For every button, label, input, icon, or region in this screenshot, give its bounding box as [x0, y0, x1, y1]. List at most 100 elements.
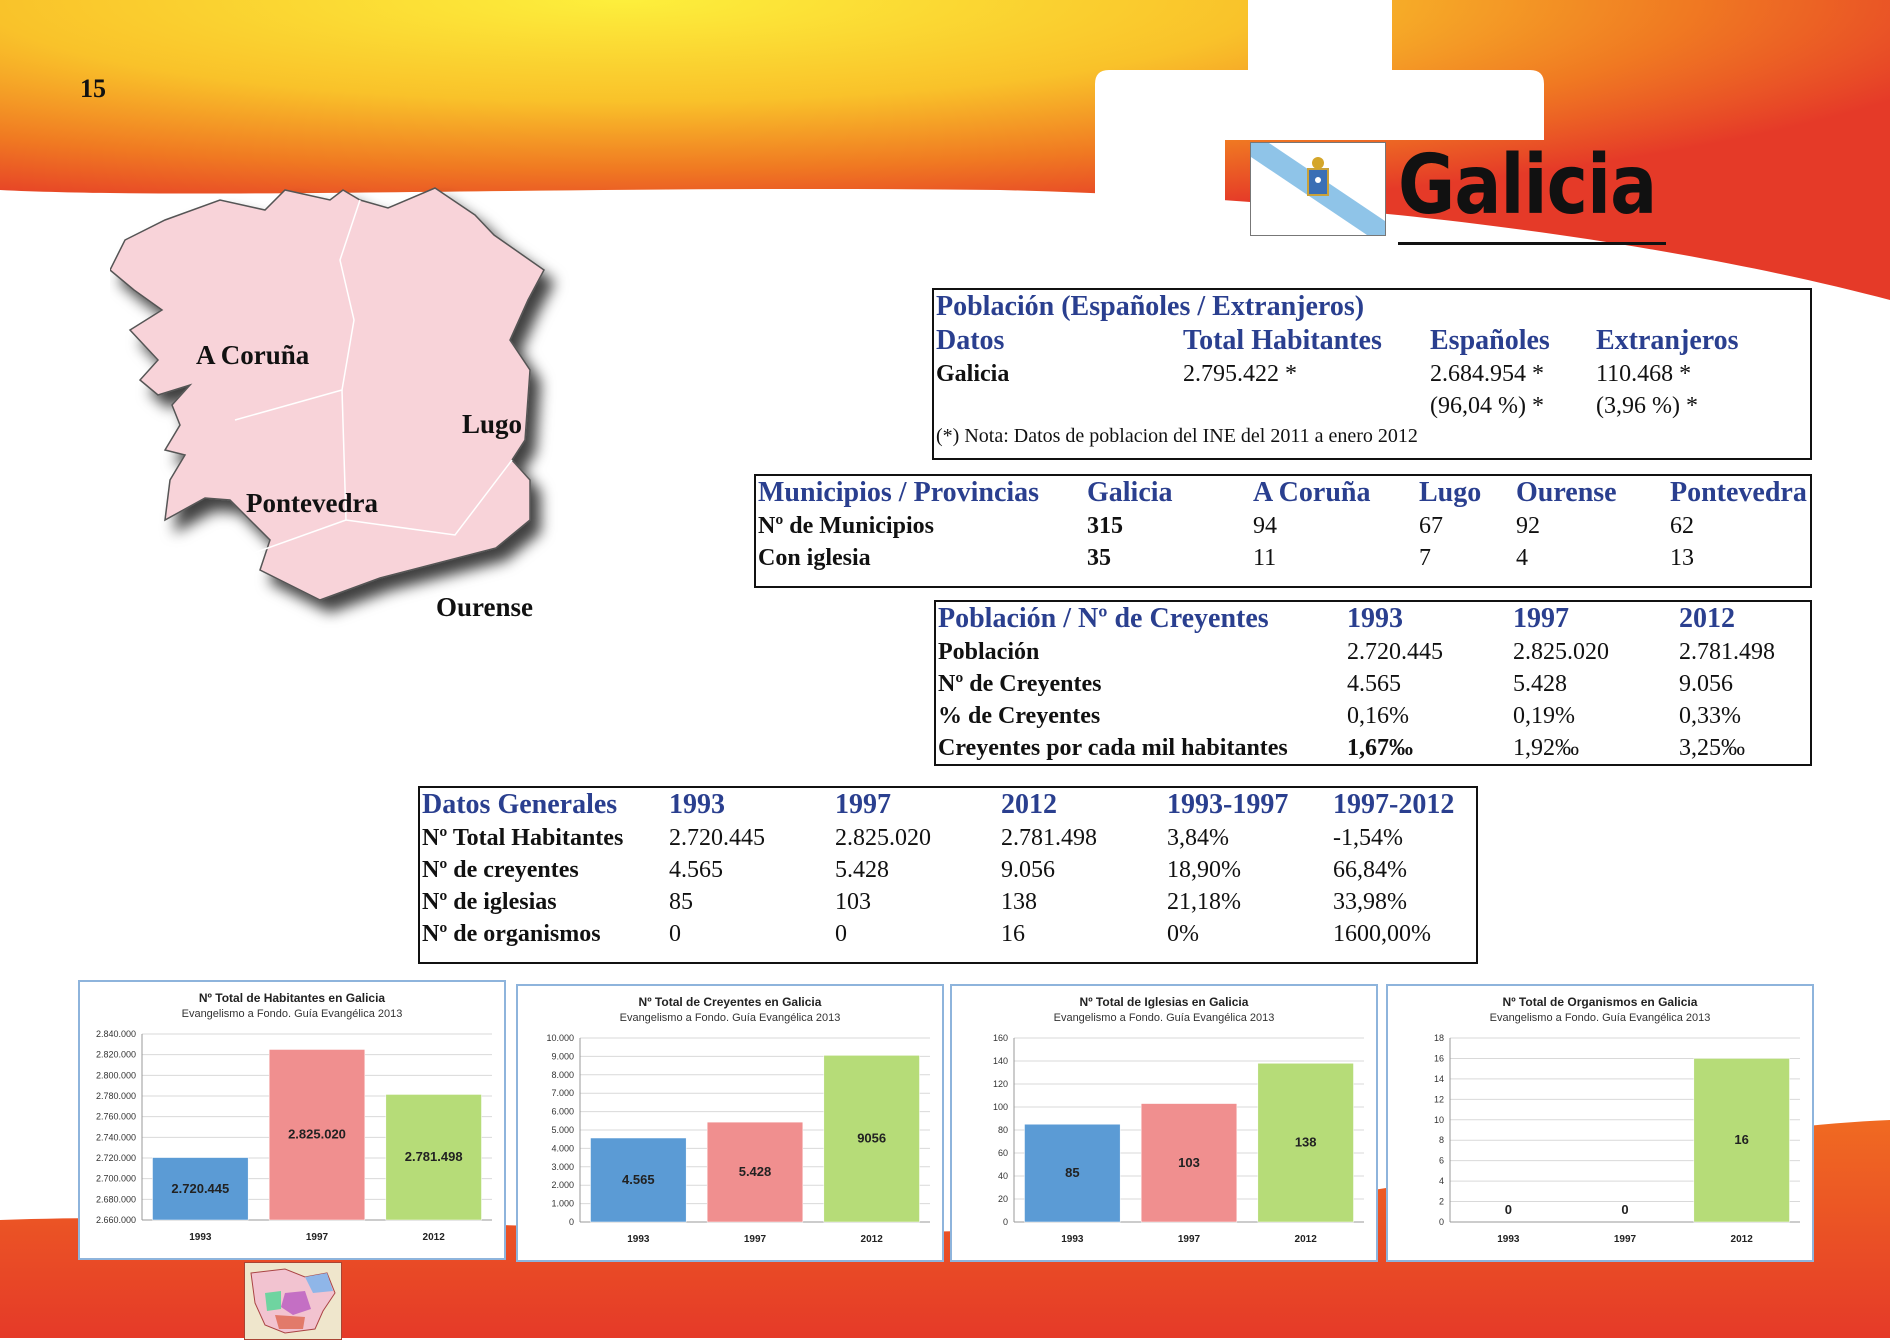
- bar: [590, 1137, 687, 1223]
- y-tick-label: 18: [1434, 1033, 1444, 1043]
- y-tick-label: 6.000: [551, 1107, 574, 1117]
- cell-value: 85: [669, 889, 693, 915]
- cell-value: 13: [1670, 545, 1694, 571]
- y-tick-label: 0: [1439, 1217, 1444, 1227]
- cell-empty: [934, 390, 1181, 422]
- chart-creyentes: Nº Total de Creyentes en Galicia Evangeli…: [516, 984, 944, 1262]
- y-tick-label: 2.660.000: [96, 1215, 136, 1225]
- y-tick-label: 1.000: [551, 1199, 574, 1209]
- x-tick-label: 1997: [1178, 1234, 1201, 1245]
- chart-subtitle: Evangelismo a Fondo. Guía Evangélica 201…: [182, 1008, 403, 1020]
- cell-value: 21,18%: [1167, 889, 1241, 915]
- cell-value: 67: [1419, 513, 1443, 539]
- bar: [1257, 1063, 1354, 1223]
- cell-value: 94: [1253, 513, 1277, 539]
- y-tick-label: 2.840.000: [96, 1029, 136, 1039]
- cell-value: 103: [835, 889, 871, 915]
- header-1993: 1993: [1347, 603, 1403, 634]
- y-tick-label: 100: [993, 1102, 1008, 1112]
- y-tick-label: 0: [569, 1217, 574, 1227]
- y-tick-label: 6: [1439, 1156, 1444, 1166]
- data-label: 85: [1065, 1165, 1079, 1180]
- cell-value: 18,90%: [1167, 857, 1241, 883]
- cell-value: 5.428: [835, 857, 889, 883]
- cell-value: 1,92‰: [1513, 735, 1579, 761]
- row-label: Nº Total Habitantes: [422, 825, 624, 851]
- x-tick-label: 1993: [1061, 1234, 1084, 1245]
- cell-value: 2.781.498: [1001, 825, 1097, 851]
- chart-title: Nº Total de Iglesias en Galicia: [1080, 995, 1249, 1009]
- cell-value: 16: [1001, 921, 1025, 947]
- header-extranjeros: Extranjeros: [1596, 325, 1739, 356]
- cell-value: 138: [1001, 889, 1037, 915]
- cell-region: Galicia: [936, 361, 1010, 387]
- data-label: 2.720.445: [171, 1181, 229, 1196]
- x-tick-label: 1997: [744, 1234, 767, 1245]
- cell-value: 0,33%: [1679, 703, 1741, 729]
- y-tick-label: 60: [998, 1148, 1008, 1158]
- header-2012: 2012: [1001, 789, 1057, 820]
- chart-title: Nº Total de Organismos en Galicia: [1503, 995, 1698, 1009]
- y-tick-label: 160: [993, 1033, 1008, 1043]
- chart-title: Nº Total de Habitantes en Galicia: [199, 991, 386, 1005]
- y-tick-label: 5.000: [551, 1125, 574, 1135]
- poblacion-note: (*) Nota: Datos de poblacion del INE del…: [936, 425, 1418, 447]
- cell-value: -1,54%: [1333, 825, 1403, 851]
- cell-total: 2.795.422 *: [1183, 361, 1297, 387]
- y-tick-label: 10.000: [546, 1033, 574, 1043]
- row-label: Nº de creyentes: [422, 857, 579, 883]
- y-tick-label: 40: [998, 1171, 1008, 1181]
- header-poblacion-creyentes: Población / Nº de Creyentes: [938, 603, 1269, 634]
- cell-value: 2.720.445: [1347, 639, 1443, 665]
- bar: [1024, 1124, 1121, 1223]
- bar: [1140, 1103, 1238, 1223]
- cell-value: 0: [835, 921, 847, 947]
- data-label: 0: [1621, 1202, 1628, 1217]
- bar: [706, 1121, 804, 1223]
- bar: [823, 1055, 920, 1223]
- data-label: 103: [1178, 1155, 1200, 1170]
- header-total-habitantes: Total Habitantes: [1183, 325, 1382, 356]
- y-tick-label: 2: [1439, 1197, 1444, 1207]
- header-galicia: Galicia: [1087, 477, 1173, 508]
- y-tick-label: 2.720.000: [96, 1153, 136, 1163]
- cell-value: 33,98%: [1333, 889, 1407, 915]
- y-tick-label: 7.000: [551, 1088, 574, 1098]
- row-label: Nº de Municipios: [758, 513, 934, 539]
- cell-value: 1600,00%: [1333, 921, 1431, 947]
- cell-value: 66,84%: [1333, 857, 1407, 883]
- x-tick-label: 1997: [306, 1232, 329, 1243]
- row-label: Creyentes por cada mil habitantes: [938, 735, 1288, 761]
- map-label-pontevedra: Pontevedra: [246, 488, 378, 518]
- header-espanoles: Españoles: [1430, 325, 1550, 356]
- cell-value: 62: [1670, 513, 1694, 539]
- y-tick-label: 2.680.000: [96, 1194, 136, 1204]
- bar: [1693, 1058, 1790, 1223]
- bar: [152, 1157, 249, 1221]
- cell-value: 4: [1516, 545, 1528, 571]
- y-tick-label: 8.000: [551, 1070, 574, 1080]
- cell-value: 2.781.498: [1679, 639, 1775, 665]
- x-tick-label: 2012: [1295, 1234, 1318, 1245]
- cell-value: 2.825.020: [1513, 639, 1609, 665]
- y-tick-label: 3.000: [551, 1162, 574, 1172]
- header-datos-generales: Datos Generales: [422, 789, 618, 820]
- x-tick-label: 1993: [1497, 1234, 1520, 1245]
- data-label: 138: [1295, 1135, 1317, 1150]
- cell-empty: [1181, 390, 1428, 422]
- cell-value: 9.056: [1001, 857, 1055, 883]
- cell-value: 4.565: [1347, 671, 1401, 697]
- data-label: 0: [1505, 1202, 1512, 1217]
- datos-generales-table: Datos Generales 1993 1997 2012 1993-1997…: [418, 786, 1478, 964]
- municipios-table: Municipios / Provincias Galicia A Coruña…: [754, 474, 1812, 588]
- cell-value: 9.056: [1679, 671, 1733, 697]
- cell-espanoles-pct: (96,04 %) *: [1430, 393, 1544, 419]
- row-label: Población: [938, 639, 1040, 665]
- x-tick-label: 1993: [627, 1234, 650, 1245]
- map-label-lugo: Lugo: [462, 409, 523, 439]
- cell-extranjeros: 110.468 *: [1596, 361, 1692, 387]
- y-tick-label: 9.000: [551, 1051, 574, 1061]
- poblacion-table: Población (Españoles / Extranjeros) Dato…: [932, 288, 1812, 460]
- creyentes-table: Población / Nº de Creyentes 1993 1997 20…: [934, 600, 1812, 766]
- chart-subtitle: Evangelismo a Fondo. Guía Evangélica 201…: [620, 1012, 841, 1024]
